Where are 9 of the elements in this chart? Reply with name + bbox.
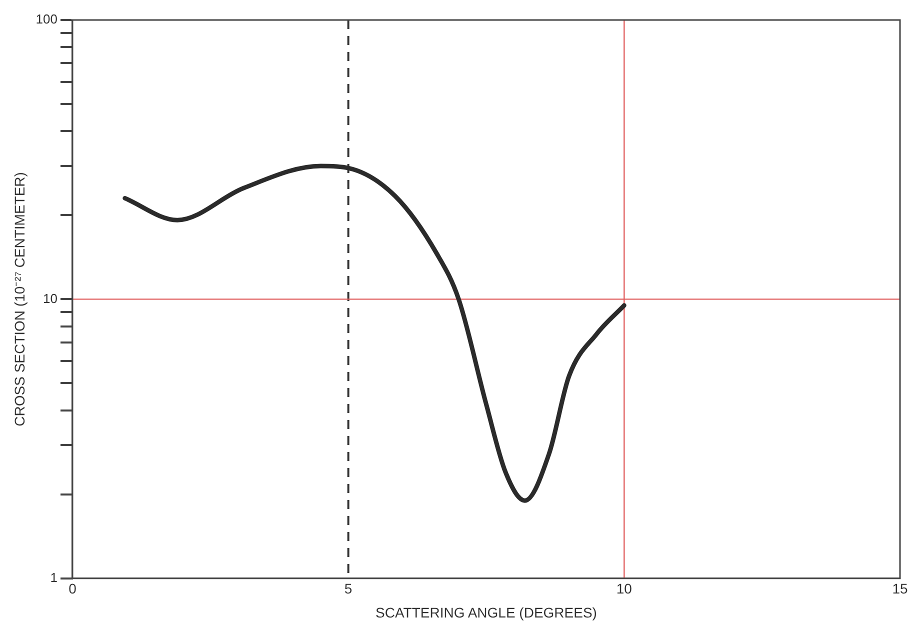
x-tick-label: 0 <box>68 580 77 597</box>
x-tick-label: 5 <box>344 580 352 597</box>
y-tick-label: 1 <box>50 570 58 585</box>
x-axis-title: SCATTERING ANGLE (DEGREES) <box>376 604 597 620</box>
y-tick-label: 100 <box>36 12 58 27</box>
x-tick-label: 10 <box>616 580 632 597</box>
x-tick-label: 15 <box>892 580 908 597</box>
y-axis-title: CROSS SECTION (10⁻²⁷ CENTIMETER) <box>11 172 28 426</box>
y-tick-label: 10 <box>43 290 58 306</box>
